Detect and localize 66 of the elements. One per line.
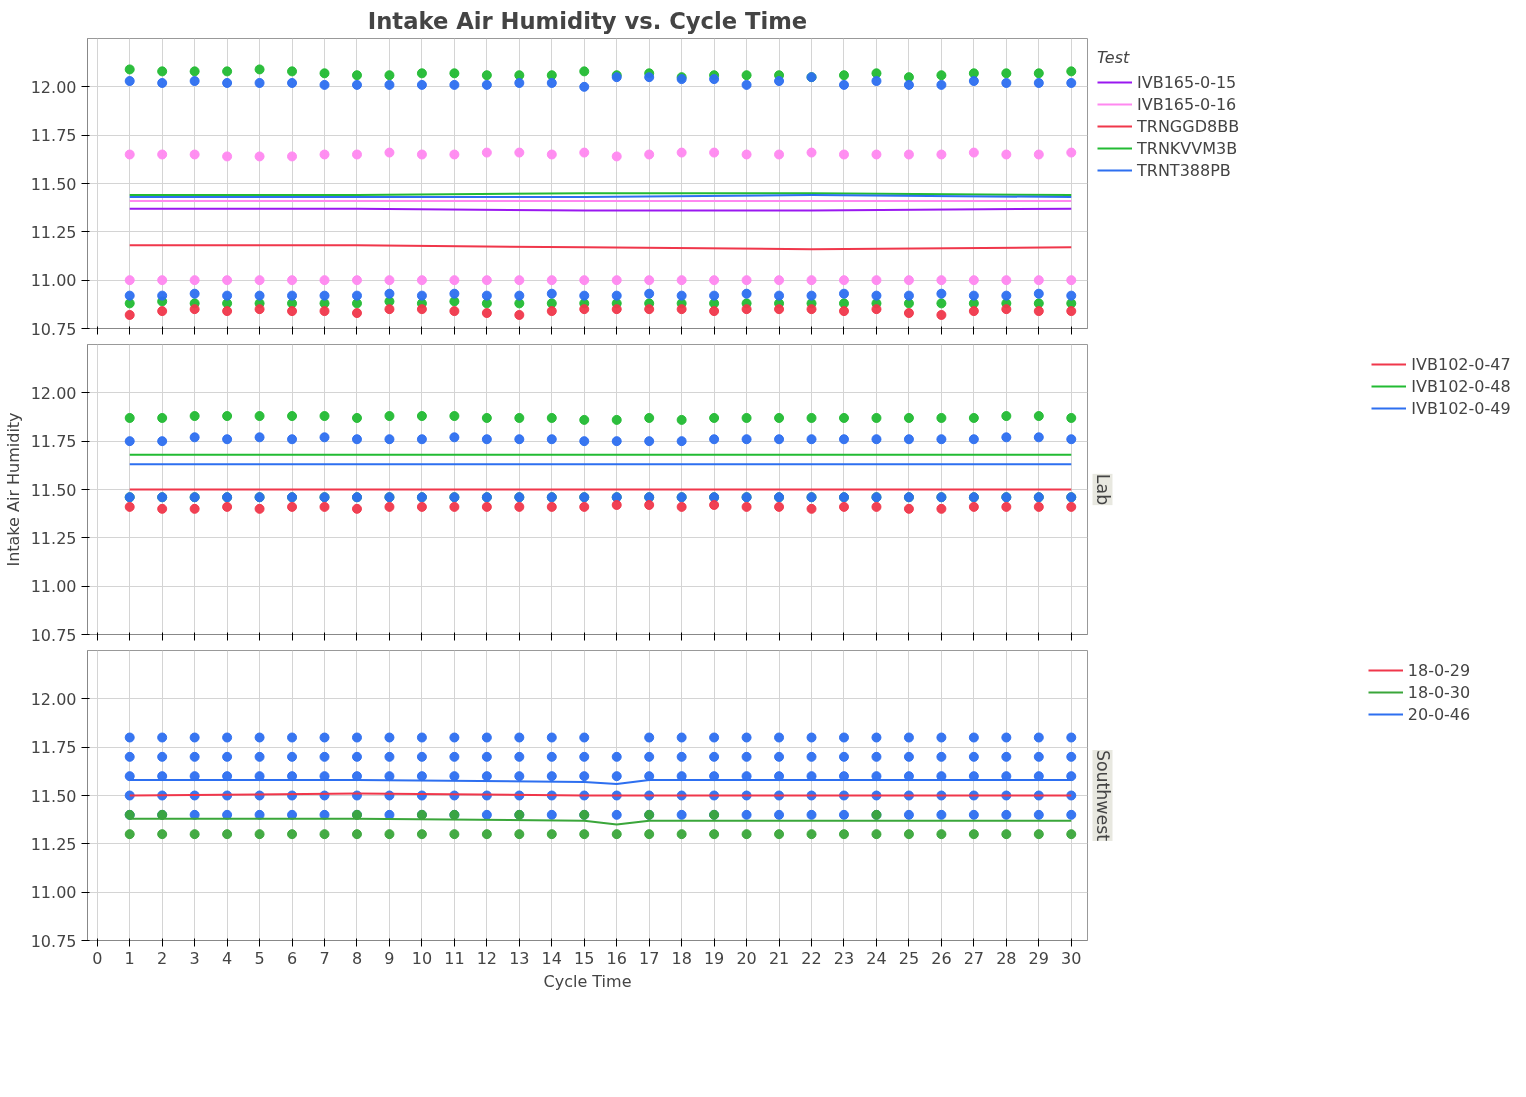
legend-label: IVB165-0-15 (1137, 72, 1237, 92)
x-axis-title: Cycle Time (543, 971, 632, 991)
y-axis-title: Intake Air Humidity (3, 412, 23, 567)
y-tick-label: 12.00 (30, 77, 77, 97)
y-tick-label: 11.25 (30, 222, 77, 242)
y-tick-label: 11.75 (30, 432, 77, 452)
x-tick-label: 24 (866, 948, 887, 968)
y-tick-label: 11.50 (30, 174, 77, 194)
x-tick-label: 6 (286, 948, 298, 968)
x-tick-label: 8 (351, 948, 363, 968)
y-tick-label: 11.00 (30, 577, 77, 597)
x-tick-label: 17 (639, 948, 660, 968)
x-tick-label: 9 (384, 948, 395, 968)
legend-label: TRNT388PB (1137, 160, 1231, 180)
y-tick-label: 10.75 (30, 625, 77, 645)
x-tick-label: 25 (898, 948, 920, 968)
x-tick-label: 3 (189, 948, 200, 968)
x-tick-label: 20 (736, 948, 757, 968)
y-tick-label: 11.50 (30, 480, 77, 500)
x-tick-label: 7 (319, 948, 330, 968)
x-tick-label: 22 (801, 948, 822, 968)
legend-label: IVB102-0-48 (1411, 376, 1511, 396)
y-tick-label: 11.00 (30, 883, 77, 903)
x-tick-label: 21 (768, 948, 790, 968)
y-tick-label: 10.75 (30, 319, 77, 339)
y-tick-label: 11.75 (30, 738, 77, 758)
y-tick-label: 11.25 (30, 528, 77, 548)
x-tick-label: 15 (574, 948, 595, 968)
x-tick-label: 29 (1028, 948, 1049, 968)
y-tick-label: 11.00 (30, 271, 77, 291)
y-tick-label: 11.50 (30, 786, 77, 806)
x-tick-label: 0 (92, 948, 103, 968)
y-tick-label: 11.75 (30, 126, 77, 146)
legend-label: 20-0-46 (1407, 704, 1471, 724)
x-tick-label: 30 (1061, 948, 1082, 968)
y-tick-label: 12.00 (30, 689, 77, 709)
x-tick-label: 26 (931, 948, 952, 968)
y-tick-label: 12.00 (30, 383, 77, 403)
y-tick-label: 10.75 (30, 931, 77, 951)
x-tick-label: 28 (996, 948, 1017, 968)
x-tick-label: 19 (703, 948, 725, 968)
x-tick-label: 16 (606, 948, 627, 968)
legend-label: 18-0-29 (1407, 660, 1471, 680)
legend-label: IVB165-0-16 (1137, 94, 1237, 114)
legend-title: Test (1097, 48, 1131, 67)
x-tick-label: 23 (833, 948, 855, 968)
x-tick-label: 5 (254, 948, 265, 968)
legend-label: 18-0-30 (1407, 682, 1471, 702)
x-tick-label: 10 (411, 948, 433, 968)
x-tick-label: 18 (671, 948, 692, 968)
legend-label: TRNKVVM3B (1137, 138, 1238, 158)
x-tick-label: 11 (444, 948, 465, 968)
x-tick-label: 14 (541, 948, 562, 968)
text: Lab (1092, 473, 1113, 506)
x-tick-label: 27 (963, 948, 985, 968)
x-tick-label: 4 (222, 948, 233, 968)
legend-label: IVB102-0-47 (1411, 354, 1511, 374)
legend-label: IVB102-0-49 (1411, 398, 1511, 418)
legend-label: TRNGGD8BB (1137, 116, 1240, 136)
x-tick-label: 1 (124, 948, 135, 968)
x-tick-label: 12 (476, 948, 498, 968)
chart-title: Intake Air Humidity vs. Cycle Time (367, 7, 808, 34)
x-tick-label: 13 (509, 948, 530, 968)
text: Southwest (1092, 749, 1113, 842)
x-tick-label: 2 (157, 948, 168, 968)
y-tick-label: 11.25 (30, 834, 77, 854)
